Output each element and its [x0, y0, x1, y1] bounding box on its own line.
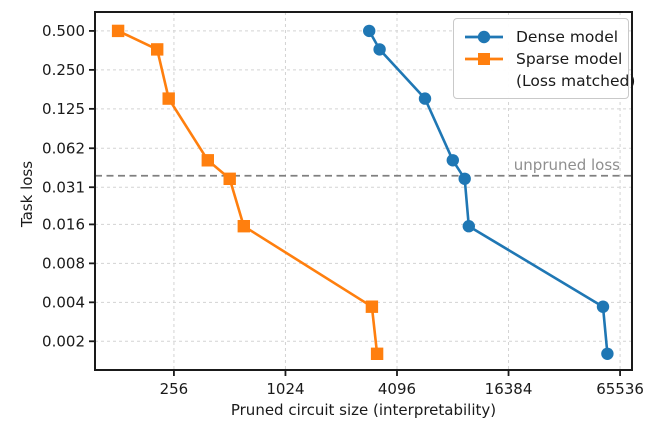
sparse-model-point	[201, 154, 214, 167]
dense-model-marker-icon	[465, 30, 503, 44]
sparse-model-point	[237, 220, 250, 233]
dense-model-point	[458, 172, 471, 185]
legend-item-sparse-model-line2: (Loss matched)	[464, 70, 635, 92]
dense-model-point	[601, 347, 614, 360]
legend: Dense model Sparse model (Loss matched)	[453, 18, 635, 99]
x-tick-label: 65536	[596, 380, 644, 398]
plot-border	[94, 11, 633, 371]
dense-model-point	[462, 220, 475, 233]
y-tick-label: 0.004	[42, 294, 85, 312]
sparse-model-point	[370, 347, 384, 360]
x-tick-label: 256	[160, 380, 189, 398]
y-tick-label: 0.125	[42, 100, 85, 118]
x-tick-label: 1024	[266, 380, 304, 398]
legend-label-sparse-model: Sparse model	[516, 50, 623, 68]
unpruned-loss-label: unpruned loss	[513, 156, 620, 174]
dense-model-line	[367, 29, 609, 356]
dense-model-point	[596, 300, 610, 313]
dense-model-point	[363, 24, 376, 38]
sparse-model-point	[223, 172, 236, 185]
sparse-model-point	[365, 300, 379, 313]
sparse-model-point	[162, 92, 175, 105]
y-axis-label: Task loss	[18, 160, 36, 228]
sparse-model-point	[151, 43, 164, 56]
sparse-model-marker-icon	[465, 53, 503, 65]
x-tick-label: 16384	[485, 380, 533, 398]
legend-label-dense-model: Dense model	[516, 28, 619, 46]
y-tick-label: 0.031	[42, 178, 85, 196]
dense-model-point	[418, 92, 432, 105]
y-tick-label: 0.250	[42, 61, 85, 79]
x-axis-label: Pruned circuit size (interpretability)	[230, 401, 497, 419]
legend-label-sparse-model-line2: (Loss matched)	[516, 72, 636, 90]
sparse-model-line	[116, 29, 379, 356]
y-tick-label: 0.500	[42, 22, 85, 40]
dense-model-point	[373, 43, 386, 56]
x-tick-label: 4096	[378, 380, 416, 398]
dense-model-point	[446, 154, 459, 167]
sparse-model-point	[111, 24, 125, 38]
legend-item-dense-model: Dense model	[464, 26, 618, 48]
y-tick-label: 0.016	[42, 216, 85, 234]
y-tick-label: 0.002	[42, 332, 85, 350]
legend-item-sparse-model: Sparse model	[464, 48, 622, 70]
y-tick-label: 0.008	[42, 255, 85, 273]
y-tick-label: 0.062	[42, 139, 85, 157]
